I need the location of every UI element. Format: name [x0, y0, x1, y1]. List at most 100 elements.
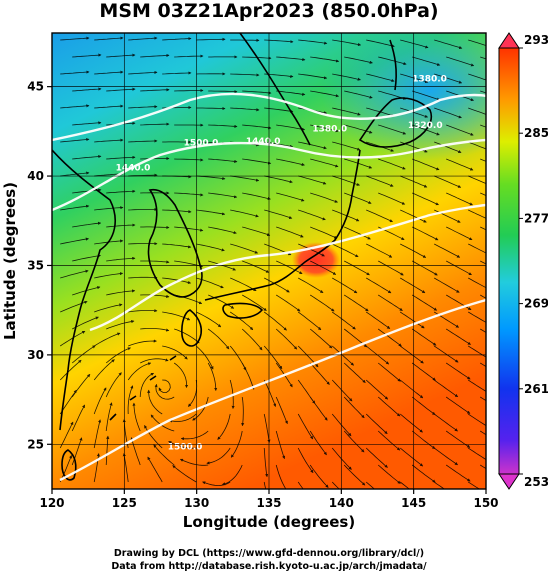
streamline — [434, 73, 463, 84]
streamline — [343, 464, 366, 486]
streamline — [230, 277, 257, 292]
contour-labels: 1440.0 1500.0 1440.0 1380.0 1320.0 1380.0 1500… — [116, 74, 447, 452]
streamline — [343, 396, 365, 419]
streamline — [468, 209, 486, 219]
streamline — [174, 328, 200, 344]
streamline — [174, 158, 204, 162]
streamline — [298, 277, 324, 294]
warm-spot-central-japan — [292, 242, 340, 278]
streamline — [128, 139, 158, 143]
x-tick-label: 120 — [39, 496, 64, 510]
cold-region-northeast — [320, 33, 486, 160]
streamline — [140, 260, 170, 264]
colorbar-label: 261 — [524, 382, 548, 396]
streamline — [263, 345, 283, 370]
streamline — [140, 122, 170, 126]
streamline — [230, 243, 259, 254]
streamline — [127, 385, 134, 415]
streamline — [366, 243, 393, 258]
streamline — [208, 192, 238, 199]
streamline — [411, 362, 436, 381]
streamline — [310, 124, 339, 133]
streamline — [94, 206, 124, 211]
streamline — [106, 289, 136, 296]
streamline — [332, 107, 361, 116]
streamline — [72, 121, 102, 126]
streamline — [71, 404, 85, 432]
streamline — [467, 413, 486, 427]
streamline — [344, 90, 373, 99]
streamline — [162, 209, 192, 214]
streamline — [332, 39, 362, 47]
streamline — [445, 430, 471, 448]
streamline — [60, 36, 90, 41]
streamline — [412, 158, 440, 171]
streamline — [60, 104, 90, 109]
colorbar-label: 269 — [524, 297, 548, 311]
streamline — [445, 328, 471, 345]
streamline — [468, 311, 486, 323]
x-tick-label: 130 — [184, 496, 209, 510]
streamline — [105, 435, 110, 466]
streamline — [480, 124, 486, 128]
streamline — [162, 311, 191, 321]
streamline — [276, 56, 306, 62]
streamline — [366, 39, 395, 48]
streamline — [60, 269, 89, 279]
streamline — [105, 372, 122, 398]
contour-label: 1320.0 — [408, 121, 443, 131]
streamline — [378, 158, 406, 170]
height-contours — [52, 92, 486, 482]
streamline — [297, 311, 322, 331]
streamline — [230, 175, 260, 182]
streamline — [154, 383, 175, 400]
streamline — [365, 379, 389, 400]
streamline — [196, 106, 226, 111]
streamline — [310, 260, 337, 275]
streamline — [399, 413, 423, 433]
streamline — [446, 124, 474, 136]
streamline — [94, 272, 124, 279]
streamline — [106, 320, 135, 330]
streamline — [411, 464, 436, 483]
streamline — [94, 70, 124, 75]
streamline — [230, 430, 243, 458]
streamline — [433, 447, 459, 466]
streamline — [378, 192, 406, 205]
y-tick-label: 30 — [27, 348, 44, 362]
streamline — [242, 260, 270, 273]
streamline — [106, 256, 136, 262]
streamline — [310, 90, 340, 98]
streamline — [140, 328, 170, 332]
streamline — [106, 223, 136, 228]
streamline — [378, 260, 404, 276]
streamline — [93, 332, 121, 347]
streamline — [365, 447, 388, 468]
streamline — [479, 362, 486, 368]
streamline — [162, 71, 192, 75]
streamline — [72, 154, 102, 160]
contour-label: 1440.0 — [116, 164, 151, 174]
streamline — [196, 243, 225, 252]
streamline — [298, 141, 327, 150]
streamline — [276, 124, 306, 131]
streamline — [411, 294, 438, 311]
streamline — [331, 379, 353, 402]
streamline — [331, 345, 354, 366]
streamline — [276, 226, 304, 238]
streamline — [196, 209, 226, 216]
streamline — [128, 275, 158, 280]
streamline — [446, 294, 472, 311]
streamline — [241, 396, 245, 427]
streamline — [106, 155, 136, 160]
streamline — [468, 141, 486, 150]
streamline — [132, 402, 141, 432]
streamline — [158, 379, 171, 393]
streamline — [93, 419, 102, 449]
streamline — [297, 481, 304, 489]
streamline — [230, 209, 259, 218]
streamline — [310, 56, 340, 63]
streamline — [60, 204, 90, 211]
streamline — [275, 464, 288, 489]
streamline — [365, 413, 388, 435]
